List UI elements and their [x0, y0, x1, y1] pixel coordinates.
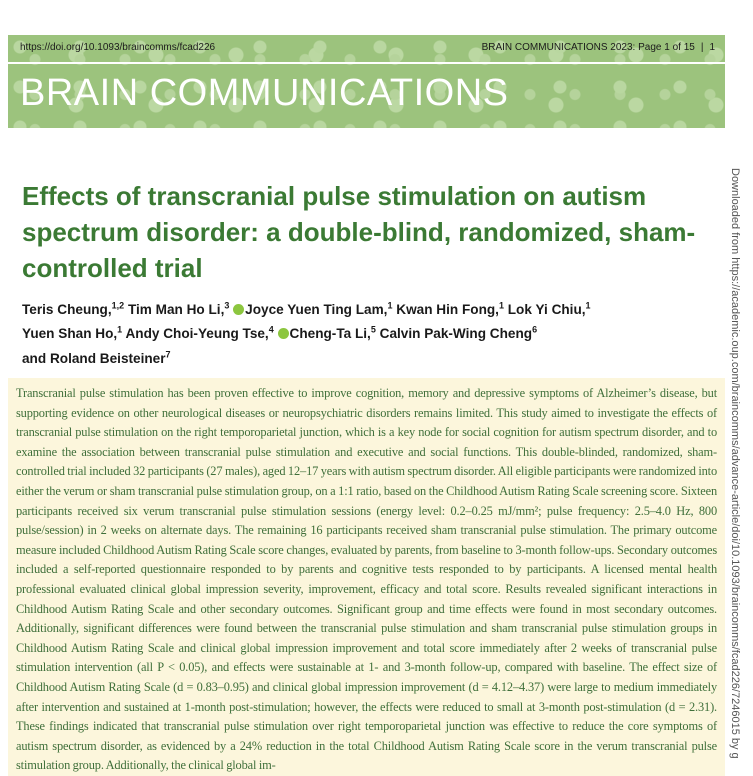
- author: Kwan Hin Fong,1: [396, 300, 504, 317]
- author-name: and Roland Beisteiner: [22, 350, 166, 366]
- running-head-text: BRAIN COMMUNICATIONS 2023: Page 1 of 15: [481, 42, 695, 53]
- author: Calvin Pak-Wing Cheng6: [379, 324, 538, 342]
- orcid-icon[interactable]: [233, 303, 245, 315]
- separator: |: [700, 42, 704, 53]
- affiliation-marker: 4: [268, 324, 274, 335]
- author: and Roland Beisteiner7: [22, 349, 171, 366]
- author-name: Teris Cheung,: [22, 301, 112, 317]
- affiliation-marker: 1: [387, 300, 393, 310]
- author: Teris Cheung,1,2: [22, 300, 125, 317]
- author-name: Joyce Yuen Ting Lam,: [245, 301, 388, 317]
- author-name: Kwan Hin Fong,: [396, 301, 499, 317]
- page-number: 1: [709, 42, 715, 53]
- author: Joyce Yuen Ting Lam,1: [233, 300, 393, 317]
- abstract-text: Transcranial pulse stimulation has been …: [16, 386, 717, 773]
- banner-divider: [8, 62, 725, 64]
- author-name: Yuen Shan Ho,: [22, 326, 118, 342]
- download-note: Downloaded from https://academic.oup.com…: [729, 168, 741, 759]
- author-name: Calvin Pak-Wing Cheng: [379, 326, 533, 342]
- affiliation-marker: 7: [165, 349, 171, 360]
- author-name: Andy Choi-Yeung Tse,: [125, 326, 269, 342]
- affiliation-marker: 5: [370, 324, 376, 335]
- affiliation-marker: 3: [224, 300, 230, 310]
- affiliation-marker: 6: [532, 324, 538, 335]
- author-name: Lok Yi Chiu,: [507, 301, 586, 317]
- author: Andy Choi-Yeung Tse,4: [125, 324, 274, 342]
- affiliation-marker: 1: [117, 324, 123, 335]
- author: Tim Man Ho Li,3: [127, 300, 230, 317]
- author: Yuen Shan Ho,1: [22, 324, 123, 342]
- journal-banner: https://doi.org/10.1093/braincomms/fcad2…: [8, 35, 725, 128]
- orcid-icon[interactable]: [277, 328, 289, 340]
- doi-link[interactable]: https://doi.org/10.1093/braincomms/fcad2…: [20, 42, 216, 53]
- running-head: BRAIN COMMUNICATIONS 2023: Page 1 of 15 |…: [482, 42, 715, 53]
- affiliation-marker: 1: [585, 300, 591, 310]
- affiliation-marker: 1: [498, 300, 504, 310]
- author-name: Cheng-Ta Li,: [289, 326, 371, 342]
- article-title: Effects of transcranial pulse stimulatio…: [22, 181, 696, 283]
- journal-name: BRAIN COMMUNICATIONS: [20, 72, 509, 114]
- affiliation-marker: 1,2: [111, 300, 125, 310]
- author-list: Teris Cheung,1,2 Tim Man Ho Li,3 Joyce Y…: [22, 295, 732, 369]
- author: Cheng-Ta Li,5: [277, 324, 376, 342]
- author-name: Tim Man Ho Li,: [127, 301, 225, 317]
- abstract-box: Transcranial pulse stimulation has been …: [8, 378, 725, 776]
- author: Lok Yi Chiu,1: [507, 300, 591, 317]
